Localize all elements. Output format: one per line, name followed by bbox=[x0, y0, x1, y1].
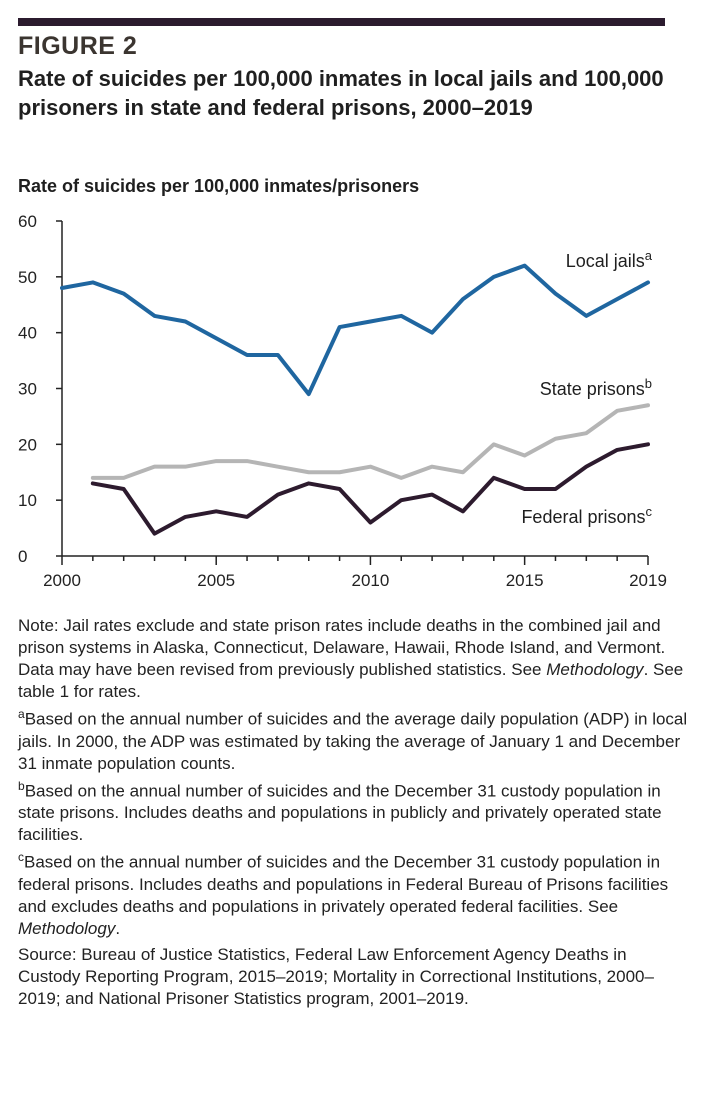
figure-label: FIGURE 2 bbox=[18, 32, 138, 60]
x-tick-label: 2005 bbox=[197, 571, 235, 590]
y-tick-label: 0 bbox=[18, 547, 27, 566]
x-tick-label: 2010 bbox=[352, 571, 390, 590]
footnote-a: aBased on the annual number of suicides … bbox=[18, 707, 688, 773]
x-tick-label: 2019 bbox=[629, 571, 667, 590]
y-axis-label: Rate of suicides per 100,000 inmates/pri… bbox=[18, 176, 420, 196]
top-rule bbox=[18, 18, 665, 26]
y-tick-label: 40 bbox=[18, 324, 37, 343]
footnote-c: cBased on the annual number of suicides … bbox=[18, 850, 669, 938]
series-label-federal-prisons: Federal prisonsc bbox=[521, 504, 652, 527]
line-chart: 0 10 20 30 40 50 60 2000 2005 2010 2015 2019 Local j… bbox=[18, 212, 667, 590]
notes-block: Note: Jail rates exclude and state priso… bbox=[18, 615, 688, 1010]
y-tick-label: 30 bbox=[18, 380, 37, 399]
source-text: Source: Bureau of Justice Statistics, Fe… bbox=[18, 944, 654, 1008]
y-tick-label: 50 bbox=[18, 268, 37, 287]
x-tick-label: 2000 bbox=[43, 571, 81, 590]
x-tick-label: 2015 bbox=[506, 571, 544, 590]
y-tick-label: 60 bbox=[18, 212, 37, 231]
series-line-local-jails bbox=[60, 263, 650, 397]
series-label-local-jails: Local jailsa bbox=[566, 248, 653, 271]
y-tick-label: 10 bbox=[18, 491, 37, 510]
series-line-state-prisons bbox=[90, 403, 650, 480]
series-line-federal-prisons bbox=[90, 442, 650, 536]
figure-title: Rate of suicides per 100,000 inmates in … bbox=[18, 66, 664, 120]
series-label-state-prisons: State prisonsb bbox=[540, 376, 652, 399]
note-text: Note: Jail rates exclude and state priso… bbox=[18, 616, 684, 701]
y-tick-label: 20 bbox=[18, 435, 37, 454]
footnote-b: bBased on the annual number of suicides … bbox=[18, 778, 662, 845]
